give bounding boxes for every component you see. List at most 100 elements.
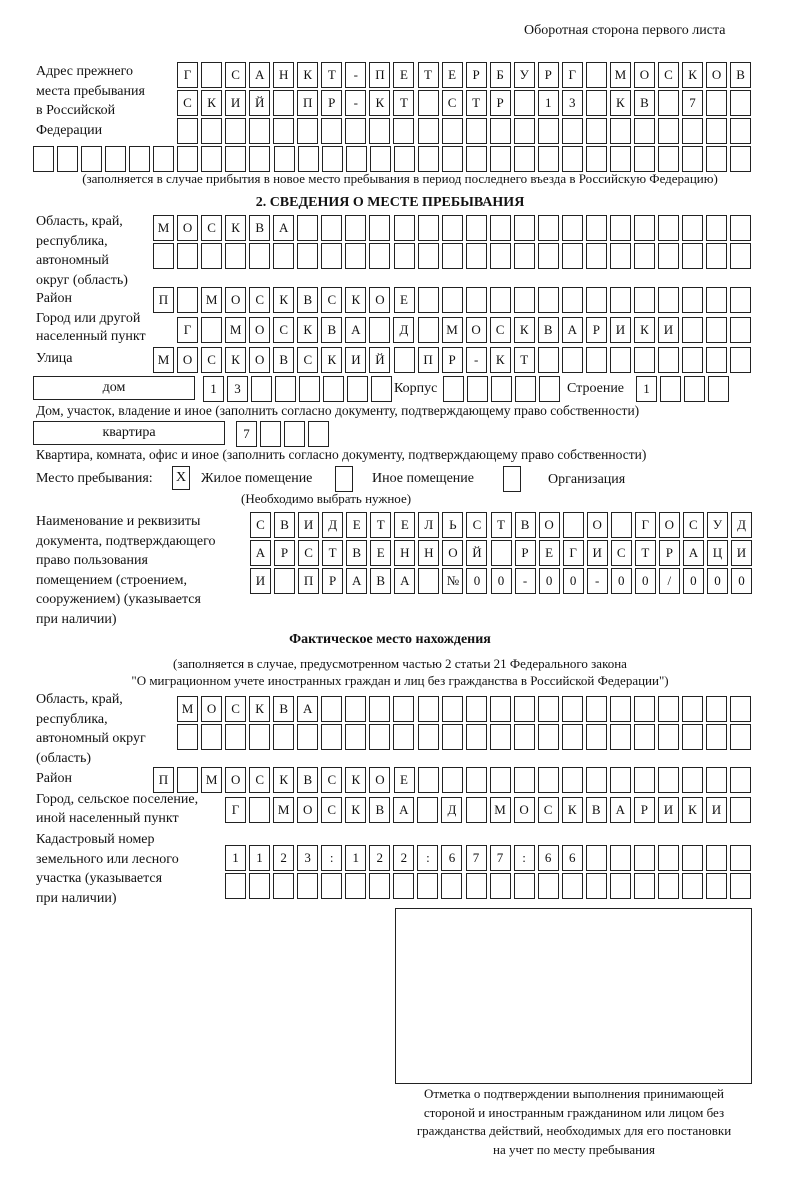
char-cell[interactable] bbox=[515, 376, 537, 402]
char-cell[interactable] bbox=[441, 724, 463, 750]
char-cell[interactable] bbox=[249, 243, 271, 269]
char-cell[interactable]: К bbox=[225, 347, 247, 373]
char-cell[interactable]: 1 bbox=[537, 90, 559, 116]
char-cell[interactable]: О bbox=[633, 62, 655, 88]
char-cell[interactable] bbox=[585, 845, 607, 871]
char-cell[interactable] bbox=[418, 568, 440, 594]
char-cell[interactable] bbox=[345, 118, 367, 144]
char-cell[interactable]: О bbox=[706, 62, 728, 88]
char-cell[interactable] bbox=[730, 118, 752, 144]
char-cell[interactable] bbox=[321, 146, 343, 172]
char-cell[interactable] bbox=[273, 146, 295, 172]
checkbox-residential[interactable]: X bbox=[172, 466, 190, 490]
char-cell[interactable] bbox=[417, 767, 439, 793]
char-cell[interactable]: - bbox=[514, 568, 536, 594]
char-cell[interactable] bbox=[369, 146, 391, 172]
char-cell[interactable] bbox=[321, 873, 343, 899]
char-cell[interactable] bbox=[274, 568, 296, 594]
char-cell[interactable]: А bbox=[561, 317, 583, 343]
char-cell[interactable] bbox=[417, 317, 439, 343]
char-cell[interactable]: 6 bbox=[561, 845, 583, 871]
char-cell[interactable]: О bbox=[177, 215, 199, 241]
house-type-field[interactable]: дом bbox=[33, 376, 195, 400]
char-cell[interactable]: О bbox=[369, 287, 391, 313]
char-cell[interactable] bbox=[273, 118, 295, 144]
char-cell[interactable] bbox=[706, 317, 728, 343]
char-cell[interactable] bbox=[417, 118, 439, 144]
char-cell[interactable]: 7 bbox=[465, 845, 487, 871]
char-cell[interactable] bbox=[321, 215, 343, 241]
char-cell[interactable] bbox=[658, 287, 680, 313]
char-cell[interactable] bbox=[369, 317, 391, 343]
char-cell[interactable] bbox=[681, 873, 703, 899]
char-cell[interactable] bbox=[393, 215, 415, 241]
char-cell[interactable] bbox=[538, 146, 560, 172]
char-cell[interactable] bbox=[369, 118, 391, 144]
char-cell[interactable] bbox=[321, 118, 343, 144]
char-cell[interactable]: Т bbox=[465, 90, 487, 116]
char-cell[interactable] bbox=[297, 724, 319, 750]
char-cell[interactable]: В bbox=[346, 540, 368, 566]
char-cell[interactable]: Т bbox=[634, 540, 656, 566]
char-cell[interactable]: Н bbox=[418, 540, 440, 566]
char-cell[interactable]: К bbox=[513, 317, 535, 343]
char-cell[interactable] bbox=[201, 146, 223, 172]
char-cell[interactable] bbox=[634, 347, 655, 373]
char-cell[interactable]: В bbox=[274, 512, 296, 538]
char-cell[interactable] bbox=[441, 118, 463, 144]
char-cell[interactable] bbox=[660, 376, 682, 402]
char-cell[interactable] bbox=[682, 243, 704, 269]
char-cell[interactable]: О bbox=[297, 797, 319, 823]
char-cell[interactable] bbox=[153, 243, 174, 269]
char-cell[interactable] bbox=[609, 243, 631, 269]
char-cell[interactable] bbox=[513, 90, 535, 116]
char-cell[interactable]: В bbox=[297, 767, 319, 793]
char-cell[interactable]: В bbox=[273, 347, 295, 373]
char-cell[interactable] bbox=[225, 724, 247, 750]
char-cell[interactable]: 0 bbox=[490, 568, 512, 594]
char-cell[interactable] bbox=[513, 287, 535, 313]
char-cell[interactable] bbox=[561, 347, 583, 373]
char-cell[interactable] bbox=[537, 347, 559, 373]
char-cell[interactable]: Р bbox=[465, 62, 487, 88]
char-cell[interactable] bbox=[585, 696, 607, 722]
char-cell[interactable] bbox=[706, 724, 728, 750]
char-cell[interactable]: И bbox=[731, 540, 752, 566]
char-cell[interactable] bbox=[417, 90, 439, 116]
char-cell[interactable]: Й bbox=[249, 90, 271, 116]
char-cell[interactable]: К bbox=[609, 90, 631, 116]
char-cell[interactable] bbox=[417, 696, 439, 722]
char-cell[interactable]: К bbox=[633, 317, 655, 343]
char-cell[interactable]: П bbox=[298, 568, 320, 594]
char-cell[interactable] bbox=[634, 146, 656, 172]
char-cell[interactable] bbox=[730, 347, 752, 373]
char-cell[interactable]: О bbox=[513, 797, 535, 823]
char-cell[interactable]: Т bbox=[513, 347, 535, 373]
char-cell[interactable] bbox=[513, 118, 535, 144]
char-cell[interactable] bbox=[465, 724, 487, 750]
char-cell[interactable] bbox=[634, 767, 655, 793]
char-cell[interactable] bbox=[465, 118, 487, 144]
char-cell[interactable]: Е bbox=[394, 512, 416, 538]
char-cell[interactable] bbox=[393, 347, 415, 373]
char-cell[interactable] bbox=[658, 724, 679, 750]
char-cell[interactable]: Т bbox=[322, 540, 344, 566]
char-cell[interactable] bbox=[633, 118, 655, 144]
char-cell[interactable]: 0 bbox=[682, 568, 704, 594]
char-cell[interactable]: 7 bbox=[489, 845, 511, 871]
char-cell[interactable]: К bbox=[682, 62, 704, 88]
char-cell[interactable]: К bbox=[249, 696, 271, 722]
char-cell[interactable] bbox=[562, 512, 584, 538]
char-cell[interactable] bbox=[537, 724, 559, 750]
char-cell[interactable] bbox=[730, 215, 752, 241]
char-cell[interactable]: 0 bbox=[634, 568, 656, 594]
char-cell[interactable] bbox=[585, 90, 607, 116]
char-cell[interactable] bbox=[730, 90, 752, 116]
char-cell[interactable]: - bbox=[465, 347, 487, 373]
char-cell[interactable]: 2 bbox=[273, 845, 295, 871]
char-cell[interactable] bbox=[33, 146, 54, 172]
char-cell[interactable] bbox=[441, 873, 463, 899]
char-cell[interactable] bbox=[393, 696, 415, 722]
char-cell[interactable]: И bbox=[250, 568, 271, 594]
char-cell[interactable] bbox=[465, 243, 487, 269]
